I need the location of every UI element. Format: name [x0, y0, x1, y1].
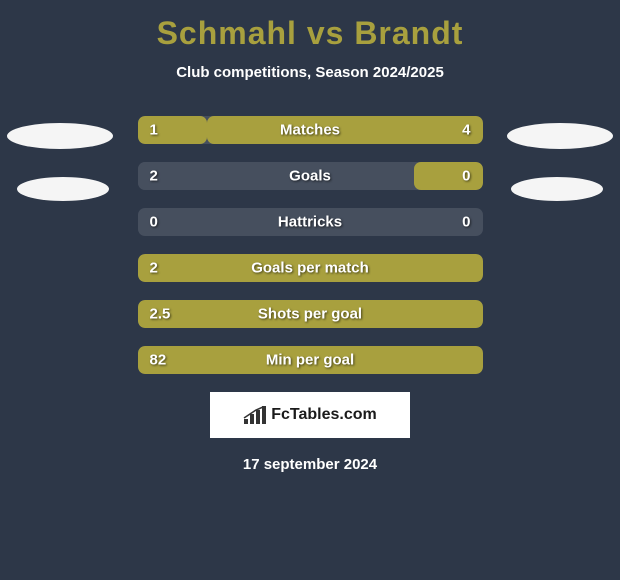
stat-label: Hattricks	[278, 214, 342, 231]
page-title: Schmahl vs Brandt	[0, 15, 620, 52]
date-text: 17 september 2024	[0, 456, 620, 473]
stat-row-shots-per-goal: 2.5 Shots per goal	[138, 300, 483, 328]
stat-row-min-per-goal: 82 Min per goal	[138, 346, 483, 374]
subtitle: Club competitions, Season 2024/2025	[0, 64, 620, 81]
stat-label: Shots per goal	[258, 306, 362, 323]
stat-rows: 1 Matches 4 2 Goals 0 0 Hattricks 0 2 Go…	[138, 116, 483, 374]
stat-val-left: 2	[150, 168, 158, 185]
comparison-card: Schmahl vs Brandt Club competitions, Sea…	[0, 0, 620, 473]
stat-row-goals-per-match: 2 Goals per match	[138, 254, 483, 282]
avatar-player1-primary	[7, 123, 113, 149]
stat-val-left: 2	[150, 260, 158, 277]
stat-val-left: 82	[150, 352, 167, 369]
stat-val-right: 4	[462, 122, 470, 139]
stat-val-left: 2.5	[150, 306, 171, 323]
avatar-player1-secondary	[17, 177, 109, 201]
stat-val-right: 0	[462, 214, 470, 231]
stat-label: Min per goal	[266, 352, 354, 369]
logo-text: FcTables.com	[243, 405, 377, 425]
stat-fill-right	[207, 116, 483, 144]
fctables-icon	[243, 405, 267, 425]
stat-val-right: 0	[462, 168, 470, 185]
stat-val-left: 0	[150, 214, 158, 231]
stat-fill-right	[414, 162, 483, 190]
logo-label: FcTables.com	[271, 406, 377, 424]
stat-fill-left	[138, 116, 207, 144]
logo-box: FcTables.com	[210, 392, 410, 438]
stat-label: Goals	[289, 168, 331, 185]
stat-label: Goals per match	[251, 260, 369, 277]
avatar-player2-secondary	[511, 177, 603, 201]
stat-row-matches: 1 Matches 4	[138, 116, 483, 144]
stat-row-hattricks: 0 Hattricks 0	[138, 208, 483, 236]
avatar-player2-primary	[507, 123, 613, 149]
stat-label: Matches	[280, 122, 340, 139]
stat-row-goals: 2 Goals 0	[138, 162, 483, 190]
stat-fill-left	[138, 162, 414, 190]
stat-val-left: 1	[150, 122, 158, 139]
